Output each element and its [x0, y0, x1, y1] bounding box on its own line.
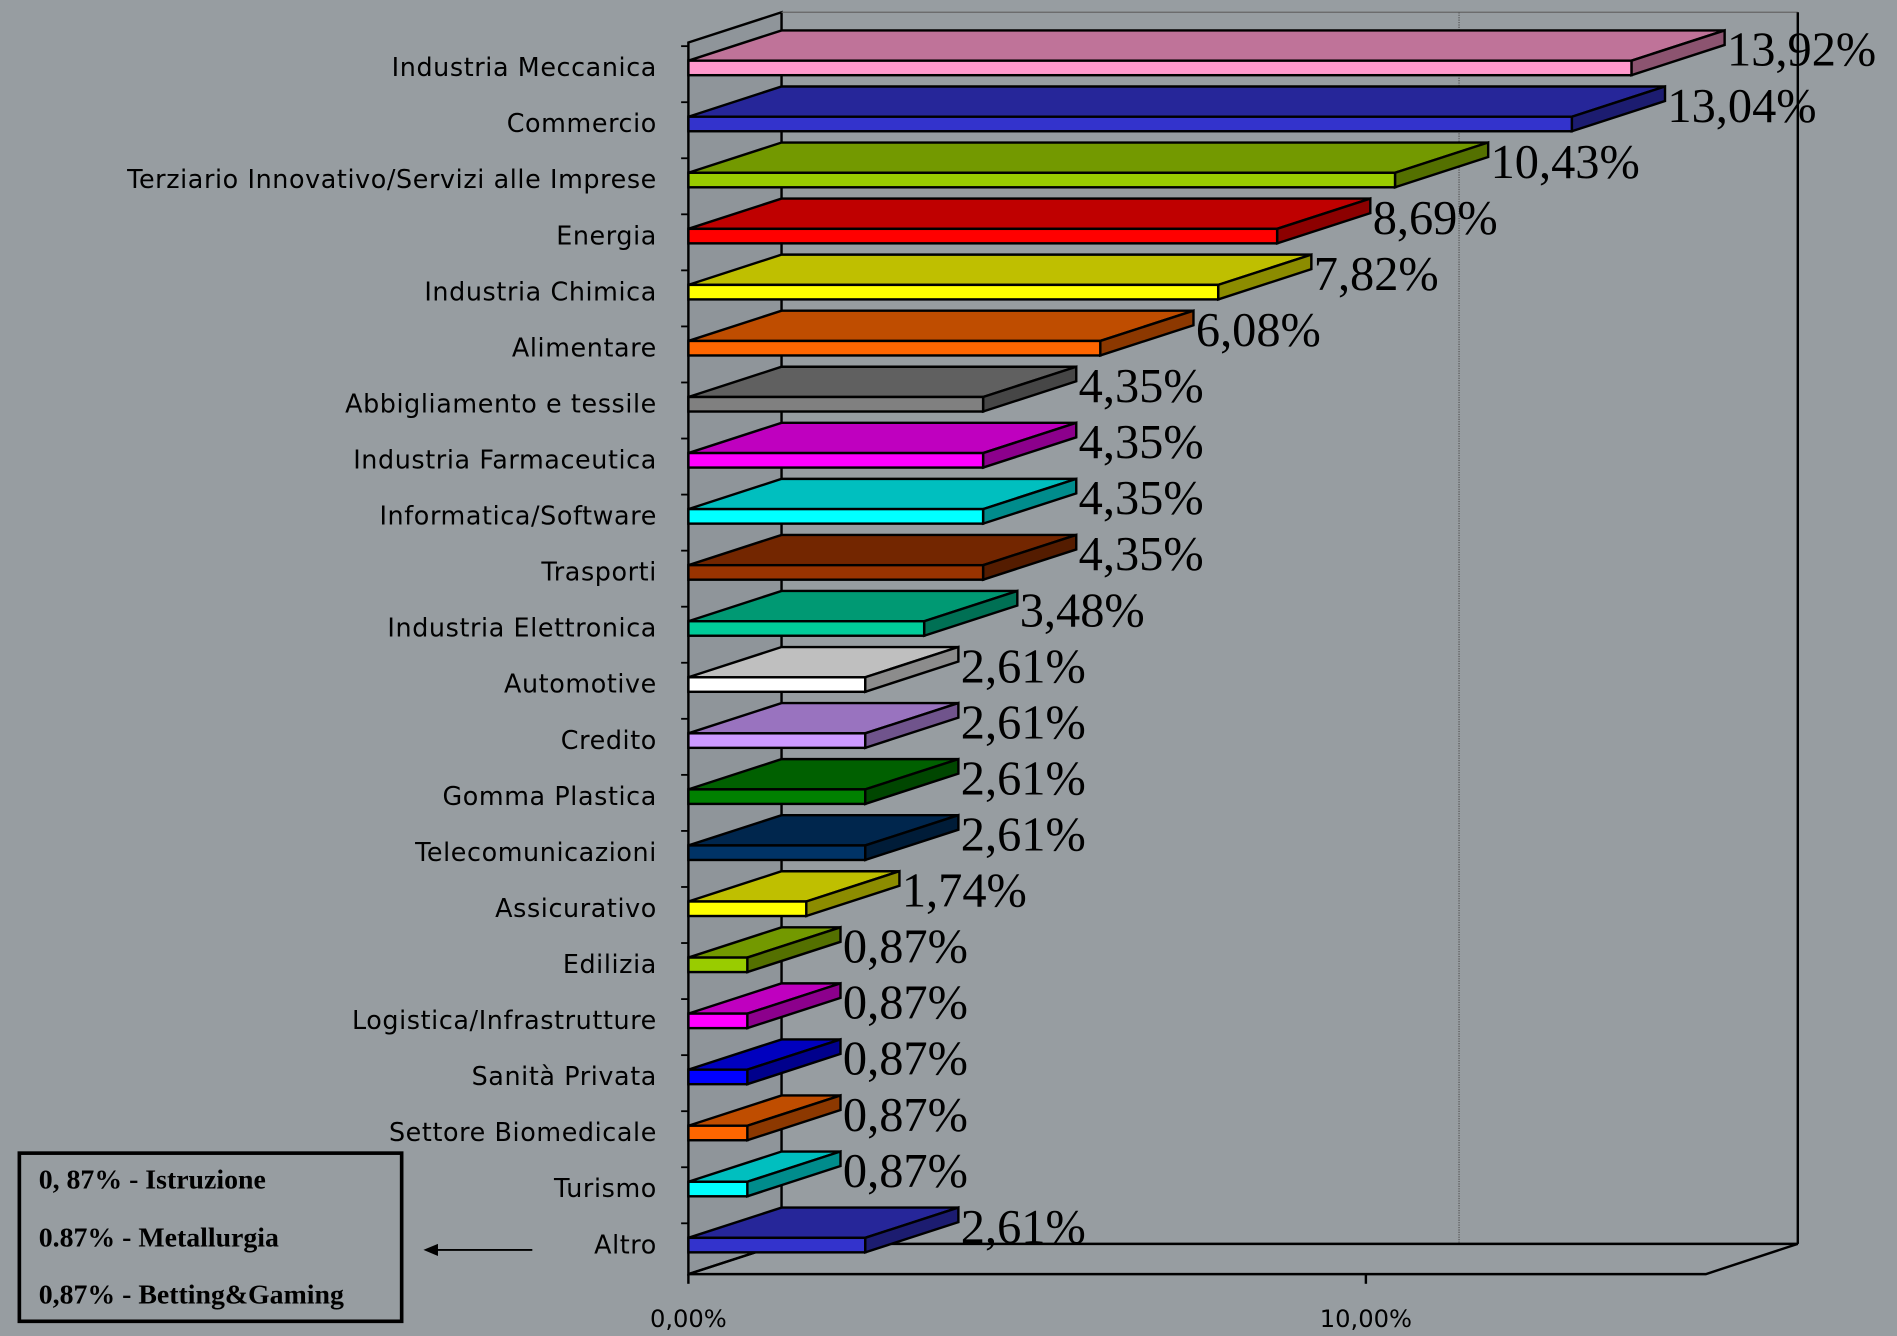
value-label: 1,74% — [902, 865, 1027, 918]
value-label: 0,87% — [843, 1145, 968, 1198]
value-label: 0,87% — [843, 977, 968, 1030]
bar — [687, 227, 1279, 245]
bar — [687, 732, 867, 750]
value-label: 2,61% — [961, 640, 1086, 693]
bar — [687, 1180, 749, 1198]
value-label: 8,69% — [1373, 192, 1498, 245]
value-label: 13,04% — [1667, 80, 1816, 133]
x-tick-label: 0,00% — [650, 1305, 727, 1333]
value-label: 10,43% — [1491, 136, 1640, 189]
note: 0, 87% - Istruzione — [39, 1165, 266, 1196]
bar-top — [688, 29, 1725, 62]
value-label: 2,61% — [961, 696, 1086, 749]
value-label: 13,92% — [1727, 24, 1876, 77]
value-label: 4,35% — [1079, 360, 1204, 413]
bar — [687, 59, 1633, 77]
y-tick-label: Credito — [561, 725, 657, 755]
value-label: 0,87% — [843, 1089, 968, 1142]
value-label: 4,35% — [1079, 472, 1204, 525]
y-tick-label: Edilizia — [563, 949, 657, 979]
x-tick-label: 10,00% — [1320, 1305, 1412, 1333]
value-label: 6,08% — [1196, 304, 1321, 357]
value-label: 7,82% — [1314, 248, 1439, 301]
value-label: 0,87% — [843, 1033, 968, 1086]
y-tick-label: Terziario Innovativo/Servizi alle Impres… — [126, 164, 657, 194]
bar — [687, 115, 1574, 133]
y-tick-label: Telecomunicazioni — [414, 837, 657, 867]
bar — [687, 1068, 749, 1086]
bar-top — [688, 85, 1666, 118]
bar — [687, 451, 985, 469]
y-tick-label: Settore Biomedicale — [389, 1117, 657, 1147]
bar-top — [688, 141, 1489, 174]
bar — [687, 563, 985, 581]
y-tick-label: Trasporti — [540, 557, 657, 587]
value-label: 2,61% — [961, 752, 1086, 805]
value-label: 4,35% — [1079, 528, 1204, 581]
bar — [687, 844, 867, 862]
y-tick-label: Assicurativo — [495, 893, 657, 923]
value-label: 2,61% — [961, 1201, 1086, 1254]
bar — [687, 620, 926, 637]
bar — [687, 339, 1102, 357]
bar — [687, 1124, 749, 1142]
y-tick-label: Commercio — [507, 108, 657, 138]
bar — [687, 507, 985, 525]
value-label: 4,35% — [1079, 416, 1204, 469]
value-label: 3,48% — [1020, 584, 1145, 637]
y-tick-label: Automotive — [504, 669, 657, 699]
y-tick-label: Industria Farmaceutica — [353, 445, 657, 475]
y-tick-label: Sanità Privata — [472, 1061, 657, 1091]
bar — [687, 171, 1397, 189]
bar — [687, 676, 867, 694]
note: 0.87% - Metallurgia — [39, 1223, 279, 1254]
y-tick-label: Altro — [594, 1229, 657, 1259]
value-label: 0,87% — [843, 921, 968, 974]
bar-top — [688, 253, 1312, 287]
y-tick-label: Informatica/Software — [379, 501, 656, 531]
y-tick-label: Alimentare — [512, 332, 657, 362]
y-tick-label: Abbigliamento e tessile — [345, 388, 657, 418]
bar — [687, 788, 867, 806]
note: 0,87% - Betting&Gaming — [39, 1279, 344, 1310]
y-tick-label: Turismo — [553, 1173, 657, 1203]
y-tick-label: Energia — [556, 220, 657, 250]
bar — [687, 956, 749, 974]
arrow-head — [423, 1243, 438, 1256]
y-tick-label: Industria Elettronica — [387, 613, 657, 643]
bar — [687, 1012, 749, 1030]
y-tick-label: Industria Chimica — [424, 276, 657, 306]
value-label: 2,61% — [961, 809, 1086, 862]
bar — [687, 1236, 867, 1254]
bar-top — [688, 197, 1371, 231]
y-tick-label: Industria Meccanica — [392, 52, 657, 82]
bar — [687, 900, 808, 918]
y-tick-label: Logistica/Infrastrutture — [352, 1005, 657, 1035]
notes-box — [17, 1151, 404, 1324]
y-tick-label: Gomma Plastica — [442, 781, 656, 811]
bar — [687, 283, 1220, 301]
bar — [687, 395, 985, 413]
